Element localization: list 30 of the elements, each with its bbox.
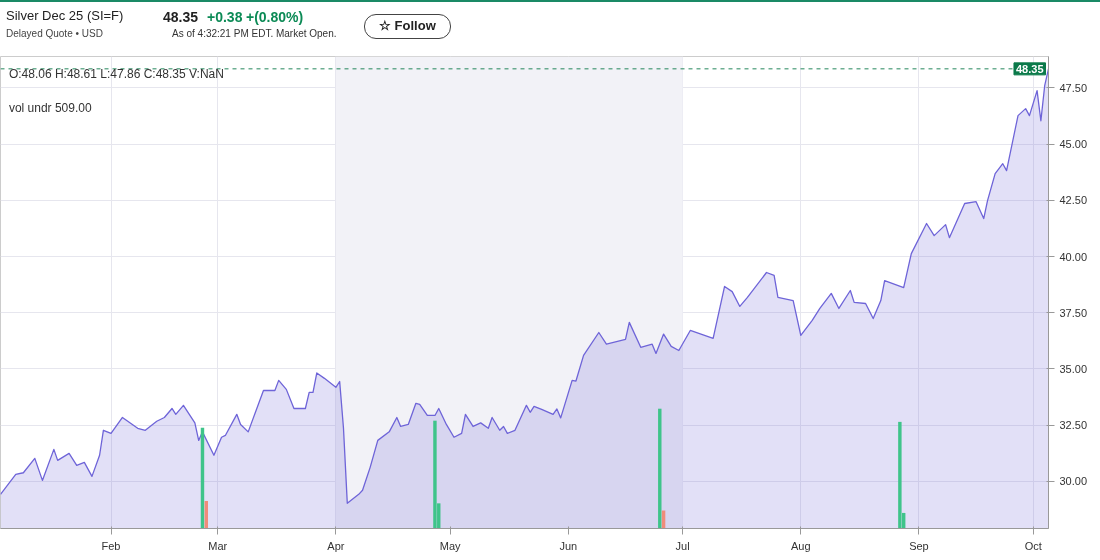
y-tick-label: 45.00 xyxy=(1059,138,1088,151)
chart-subtitle: Delayed Quote • USD xyxy=(6,27,103,41)
chart-title: Silver Dec 25 (SI=F) xyxy=(6,7,124,25)
y-tick-label: 35.00 xyxy=(1059,362,1088,375)
y-tick-label: 32.50 xyxy=(1059,419,1088,432)
bar xyxy=(433,420,437,528)
annotation: O:48.06 H:48.61 L:47.86 C:48.35 V:NaN xyxy=(8,67,224,82)
x-tick-label: May xyxy=(439,539,462,552)
x-tick-label: Feb xyxy=(101,539,121,552)
x-tick-label: Sep xyxy=(909,539,929,552)
y-tick-label: 30.00 xyxy=(1059,475,1088,488)
y-tick-label: 40.00 xyxy=(1059,250,1088,263)
ref-line-label: 48.35 xyxy=(1015,62,1044,75)
x-tick-label: Jul xyxy=(675,539,690,552)
text: 48.35 xyxy=(163,8,199,27)
x-tick-label: Jun xyxy=(559,539,578,552)
text: +0.38 xyxy=(207,8,243,27)
annotation: vol undr 509.00 xyxy=(8,101,92,116)
y-tick-label: 47.50 xyxy=(1059,81,1088,94)
y-tick-label: 42.50 xyxy=(1059,194,1088,207)
y-tick-label: 37.50 xyxy=(1059,306,1088,319)
text: ☆ Follow xyxy=(364,14,451,39)
x-tick-label: Apr xyxy=(327,539,345,552)
x-tick-label: Mar xyxy=(208,539,228,552)
text: As of 4:32:21 PM EDT. Market Open. xyxy=(172,27,337,41)
bar xyxy=(658,408,662,528)
x-tick-label: Oct xyxy=(1024,539,1042,552)
bar xyxy=(898,421,902,528)
x-tick-label: Aug xyxy=(791,539,811,552)
text: +(0.80%) xyxy=(246,8,304,27)
